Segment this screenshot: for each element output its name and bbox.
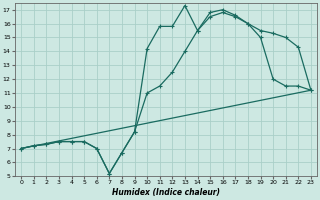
X-axis label: Humidex (Indice chaleur): Humidex (Indice chaleur) — [112, 188, 220, 197]
